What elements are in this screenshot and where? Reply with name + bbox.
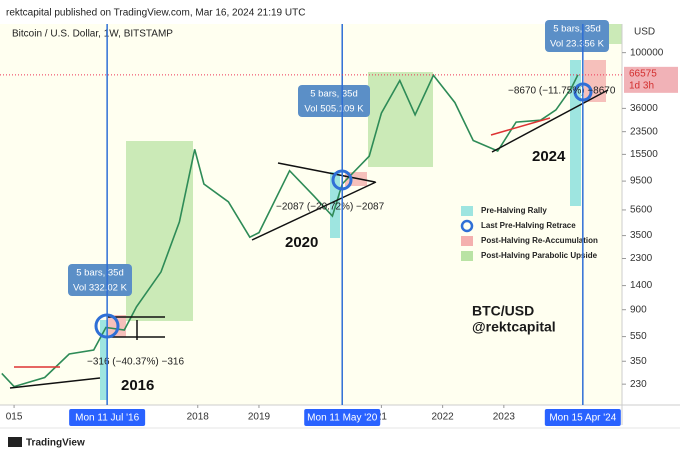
price-tag-text: 66575: [629, 68, 657, 79]
x-tick-label: 2019: [248, 412, 271, 423]
date-label-bg: [544, 409, 621, 426]
price-tag: [624, 66, 678, 93]
date-label: Mon 11 May '20: [307, 413, 378, 424]
legend-label: Post-Halving Parabolic Upside: [481, 251, 598, 260]
y-tick-label: 230: [630, 379, 647, 390]
y-tick-label: 5600: [630, 205, 653, 216]
parabolic-zone: [368, 72, 433, 167]
annotation: −2087 (−20.72%) −2087: [276, 202, 385, 213]
info-text: Vol 332.02 K: [73, 283, 128, 294]
annotation: 2020: [285, 234, 318, 251]
header: rektcapital published on TradingView.com…: [6, 8, 305, 19]
legend-swatch: [461, 206, 473, 216]
parabolic-zone: [126, 141, 193, 321]
info-text: 5 bars, 35d: [553, 24, 601, 35]
x-tick-label: 015: [6, 412, 23, 423]
legend: Pre-Halving Rally Last Pre-Halving Retrac…: [460, 206, 598, 261]
y-tick-label: 900: [630, 304, 647, 315]
watermark: @rektcapital: [472, 319, 556, 335]
date-label-bg: [304, 409, 381, 426]
countdown: 1d 3h: [629, 80, 654, 91]
y-tick-label: 550: [630, 331, 647, 342]
y-tick-label: 23500: [630, 126, 658, 137]
currency: USD: [634, 27, 655, 38]
info-box: 5 bars, 35d Vol 332.02 K 5 bars, 35d Vol…: [68, 20, 609, 296]
y-tick-label: 1400: [630, 280, 653, 291]
y-tick-label: 3500: [630, 230, 653, 241]
y-tick-label: 9500: [630, 176, 653, 187]
annotation: 2016: [121, 377, 154, 394]
date-label: Mon 15 Apr '24: [549, 413, 616, 424]
legend-label: Pre-Halving Rally: [481, 206, 547, 215]
annotation: −8670 (−11.75%) −8670: [508, 86, 616, 97]
watermark: BTC/USD: [472, 303, 534, 319]
legend-swatch: [461, 236, 473, 246]
legend-label: Post-Halving Re-Accumulation: [481, 236, 598, 245]
y-tick-label: 2300: [630, 253, 653, 264]
price-line: [1, 73, 579, 388]
trend-lines: [9, 89, 609, 389]
legend-swatch: [461, 251, 473, 261]
x-tick-label: 2018: [187, 412, 210, 423]
logo: [8, 437, 22, 447]
x-tick-label: 2023: [493, 412, 516, 423]
x-tick-label: 21: [376, 412, 388, 423]
legend-swatch: [460, 219, 474, 233]
date-label: Mon 11 Jul '16: [75, 413, 139, 424]
legend-label: Last Pre-Halving Retrace: [481, 221, 576, 230]
x-tick-label: 2022: [431, 412, 454, 423]
y-tick-label: 350: [630, 356, 647, 367]
info-text: 5 bars, 35d: [76, 268, 124, 279]
plot: [1, 73, 579, 388]
info-text: Vol 23.356 K: [550, 39, 605, 50]
annotation: −316 (−40.37%) −316: [87, 357, 184, 368]
subtitle: Bitcoin / U.S. Dollar, 1W, BITSTAMP: [12, 29, 173, 40]
info-text: 5 bars, 35d: [310, 89, 358, 100]
pre-halving-zone: [570, 60, 581, 206]
pre-halving-zone: [100, 320, 108, 400]
info-text: Vol 505.109 K: [304, 104, 364, 115]
y-tick-label: 15500: [630, 149, 658, 160]
date-label-bg: [69, 409, 146, 426]
footer: TradingView: [26, 438, 85, 449]
annotation: 2024: [532, 148, 566, 165]
y-tick-label: 36000: [630, 103, 658, 114]
y-tick-label: 100000: [630, 47, 664, 58]
